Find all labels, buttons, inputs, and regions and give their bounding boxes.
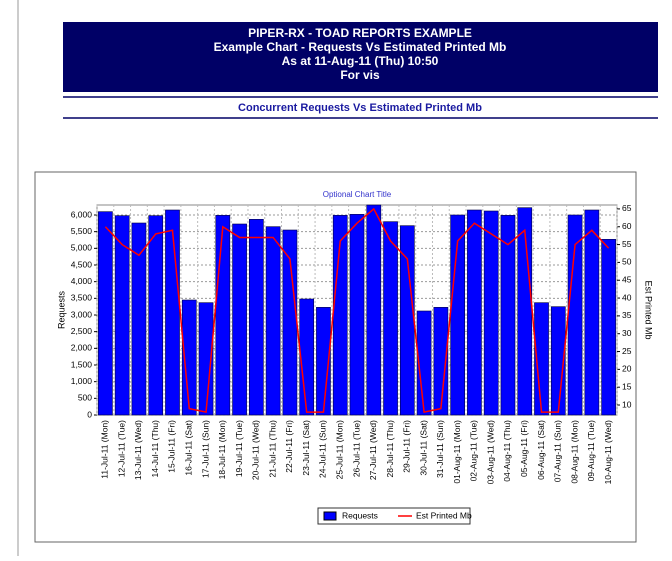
y-tick-label: 0 <box>87 409 92 419</box>
legend-swatch <box>323 511 337 521</box>
bar <box>148 215 164 416</box>
x-tick-label: 26-Jul-11 (Tue) <box>351 420 361 477</box>
x-tick-label: 19-Jul-11 (Tue) <box>234 420 244 477</box>
y-tick-label: 5,500 <box>71 226 93 236</box>
bar <box>98 211 113 416</box>
x-tick-label: 07-Aug-11 (Sun) <box>553 420 563 482</box>
bar <box>601 239 616 416</box>
y2-tick-label: 40 <box>622 292 632 302</box>
line <box>104 207 610 414</box>
legend-label: Requests <box>342 510 378 520</box>
bar <box>131 222 147 416</box>
y-tick-label: 3,500 <box>71 293 93 303</box>
bar <box>181 299 197 416</box>
y-tick-label: 2,000 <box>71 343 93 353</box>
header-line: Example Chart - Requests Vs Estimated Pr… <box>214 40 507 54</box>
x-tick-label: 08-Aug-11 (Mon) <box>569 420 579 484</box>
bar <box>232 223 247 416</box>
y-tick-label: 2,500 <box>71 326 93 336</box>
x-tick-label: 05-Aug-11 (Fri) <box>519 420 529 477</box>
y-tick-label: 4,000 <box>71 276 93 286</box>
y-tick-label: 1,000 <box>71 376 93 386</box>
x-tick-label: 10-Aug-11 (Wed) <box>603 420 613 485</box>
header-line: PIPER-RX - TOAD REPORTS EXAMPLE <box>248 26 472 40</box>
y-axis-label: Requests <box>56 290 66 329</box>
chart: Optional Chart Title 0 500 1,000 1,500 2,000 2… <box>56 190 654 525</box>
y-tick-label: 4,500 <box>71 259 93 269</box>
x-tick-label: 18-Jul-11 (Mon) <box>217 420 227 480</box>
y2-tick-label: 65 <box>622 203 632 213</box>
x-tick-label: 03-Aug-11 (Wed) <box>485 420 495 485</box>
y2-tick-label: 35 <box>622 310 632 320</box>
bar <box>584 209 600 416</box>
y2-tick-label: 10 <box>622 399 632 409</box>
bar <box>416 310 432 416</box>
y-tick-label: 5,000 <box>71 243 93 253</box>
header-box <box>63 22 658 92</box>
x-tick-label: 01-Aug-11 (Mon) <box>452 420 462 484</box>
x-tick-label: 31-Jul-11 (Sun) <box>435 420 445 478</box>
subtitle: Concurrent Requests Vs Estimated Printed… <box>238 102 482 114</box>
bar <box>366 204 382 416</box>
bar <box>198 302 214 416</box>
bar <box>299 298 315 416</box>
bar <box>550 306 566 416</box>
bar <box>265 226 281 416</box>
x-tick-label: 17-Jul-11 (Sun) <box>200 420 210 478</box>
bar <box>467 209 482 416</box>
x-tick-label: 11-Jul-11 (Mon) <box>100 420 110 479</box>
y-tick-label: 6,000 <box>71 209 93 219</box>
y2-tick-label: 30 <box>622 328 632 338</box>
bar <box>249 219 264 416</box>
bar <box>165 209 180 416</box>
x-tick-label: 06-Aug-11 (Sat) <box>536 420 546 480</box>
y-tick-label: 500 <box>78 393 92 403</box>
y2-tick-label: 25 <box>622 346 632 356</box>
y2-tick-label: 50 <box>622 257 632 267</box>
y2-axis-label: Est Printed Mb <box>644 280 654 339</box>
bar <box>114 215 130 416</box>
x-tick-label: 29-Jul-11 (Fri) <box>402 420 412 473</box>
chart-title: Optional Chart Title <box>323 190 392 199</box>
bar <box>316 307 331 416</box>
header-line: For vis <box>340 68 380 82</box>
bar <box>215 215 231 416</box>
x-tick-label: 16-Jul-11 (Sat) <box>184 420 194 476</box>
x-tick-label: 28-Jul-11 (Thu) <box>385 420 395 478</box>
x-tick-label: 09-Aug-11 (Tue) <box>586 420 596 482</box>
x-tick-label: 04-Aug-11 (Thu) <box>502 420 512 482</box>
y-tick-label: 3,000 <box>71 309 93 319</box>
bar <box>433 307 449 416</box>
x-tick-label: 12-Jul-11 (Tue) <box>116 420 126 477</box>
bar <box>383 221 398 416</box>
x-tick-label: 14-Jul-11 (Thu) <box>150 420 160 478</box>
bar <box>349 214 365 416</box>
x-tick-label: 22-Jul-11 (Fri) <box>284 420 294 473</box>
bar <box>517 207 533 416</box>
y2-tick-label: 45 <box>622 274 632 284</box>
y2-tick-label: 20 <box>622 364 632 374</box>
x-tick-label: 27-Jul-11 (Wed) <box>368 420 378 480</box>
y2-tick-label: 60 <box>622 221 632 231</box>
x-tick-label: 24-Jul-11 (Sun) <box>318 420 328 478</box>
x-tick-label: 15-Jul-11 (Fri) <box>167 420 177 473</box>
x-tick-label: 21-Jul-11 (Thu) <box>267 420 277 478</box>
legend-box <box>317 507 471 525</box>
x-tick-label: 20-Jul-11 (Wed) <box>251 420 261 480</box>
bar <box>483 210 499 416</box>
x-tick-label: 13-Jul-11 (Wed) <box>133 420 143 480</box>
y2-tick-label: 15 <box>622 381 632 391</box>
x-tick-label: 30-Jul-11 (Sat) <box>418 420 428 476</box>
header-line: As at 11-Aug-11 (Thu) 10:50 <box>282 54 439 68</box>
x-tick-label: 02-Aug-11 (Tue) <box>469 420 479 482</box>
legend-label: Est Printed Mb <box>416 510 472 520</box>
bar <box>500 215 516 416</box>
y2-tick-label: 55 <box>622 239 632 249</box>
x-tick-label: 23-Jul-11 (Sat) <box>301 420 311 476</box>
bar <box>534 302 549 416</box>
y-tick-label: 1,500 <box>71 359 93 369</box>
x-tick-label: 25-Jul-11 (Mon) <box>334 420 344 480</box>
